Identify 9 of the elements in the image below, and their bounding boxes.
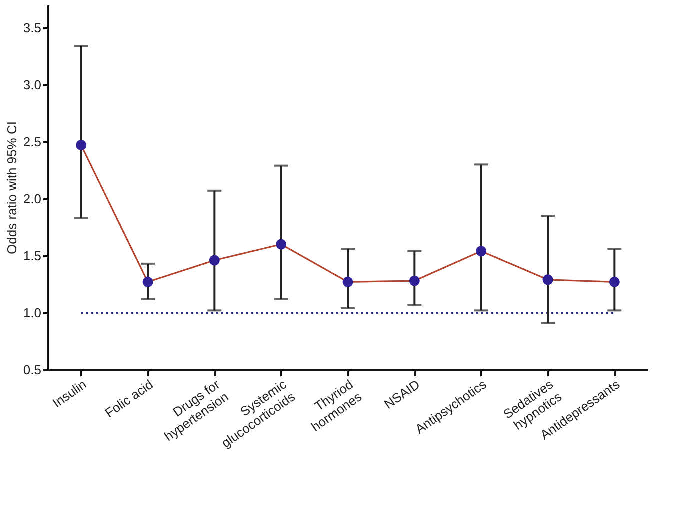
- y-tick-label: 1.5: [23, 248, 42, 264]
- x-tick-label: Folic acid: [102, 376, 156, 421]
- y-tick-label: 2.0: [23, 191, 42, 206]
- y-tick-label: 2.5: [23, 134, 42, 150]
- y-tick-label: 3.5: [23, 20, 42, 36]
- y-axis-title: Odds ratio with 95% CI: [4, 122, 20, 254]
- y-tick-label: 3.0: [23, 77, 42, 92]
- y-tick-label: 1.0: [23, 305, 42, 320]
- y-tick-label: 0.5: [23, 362, 42, 378]
